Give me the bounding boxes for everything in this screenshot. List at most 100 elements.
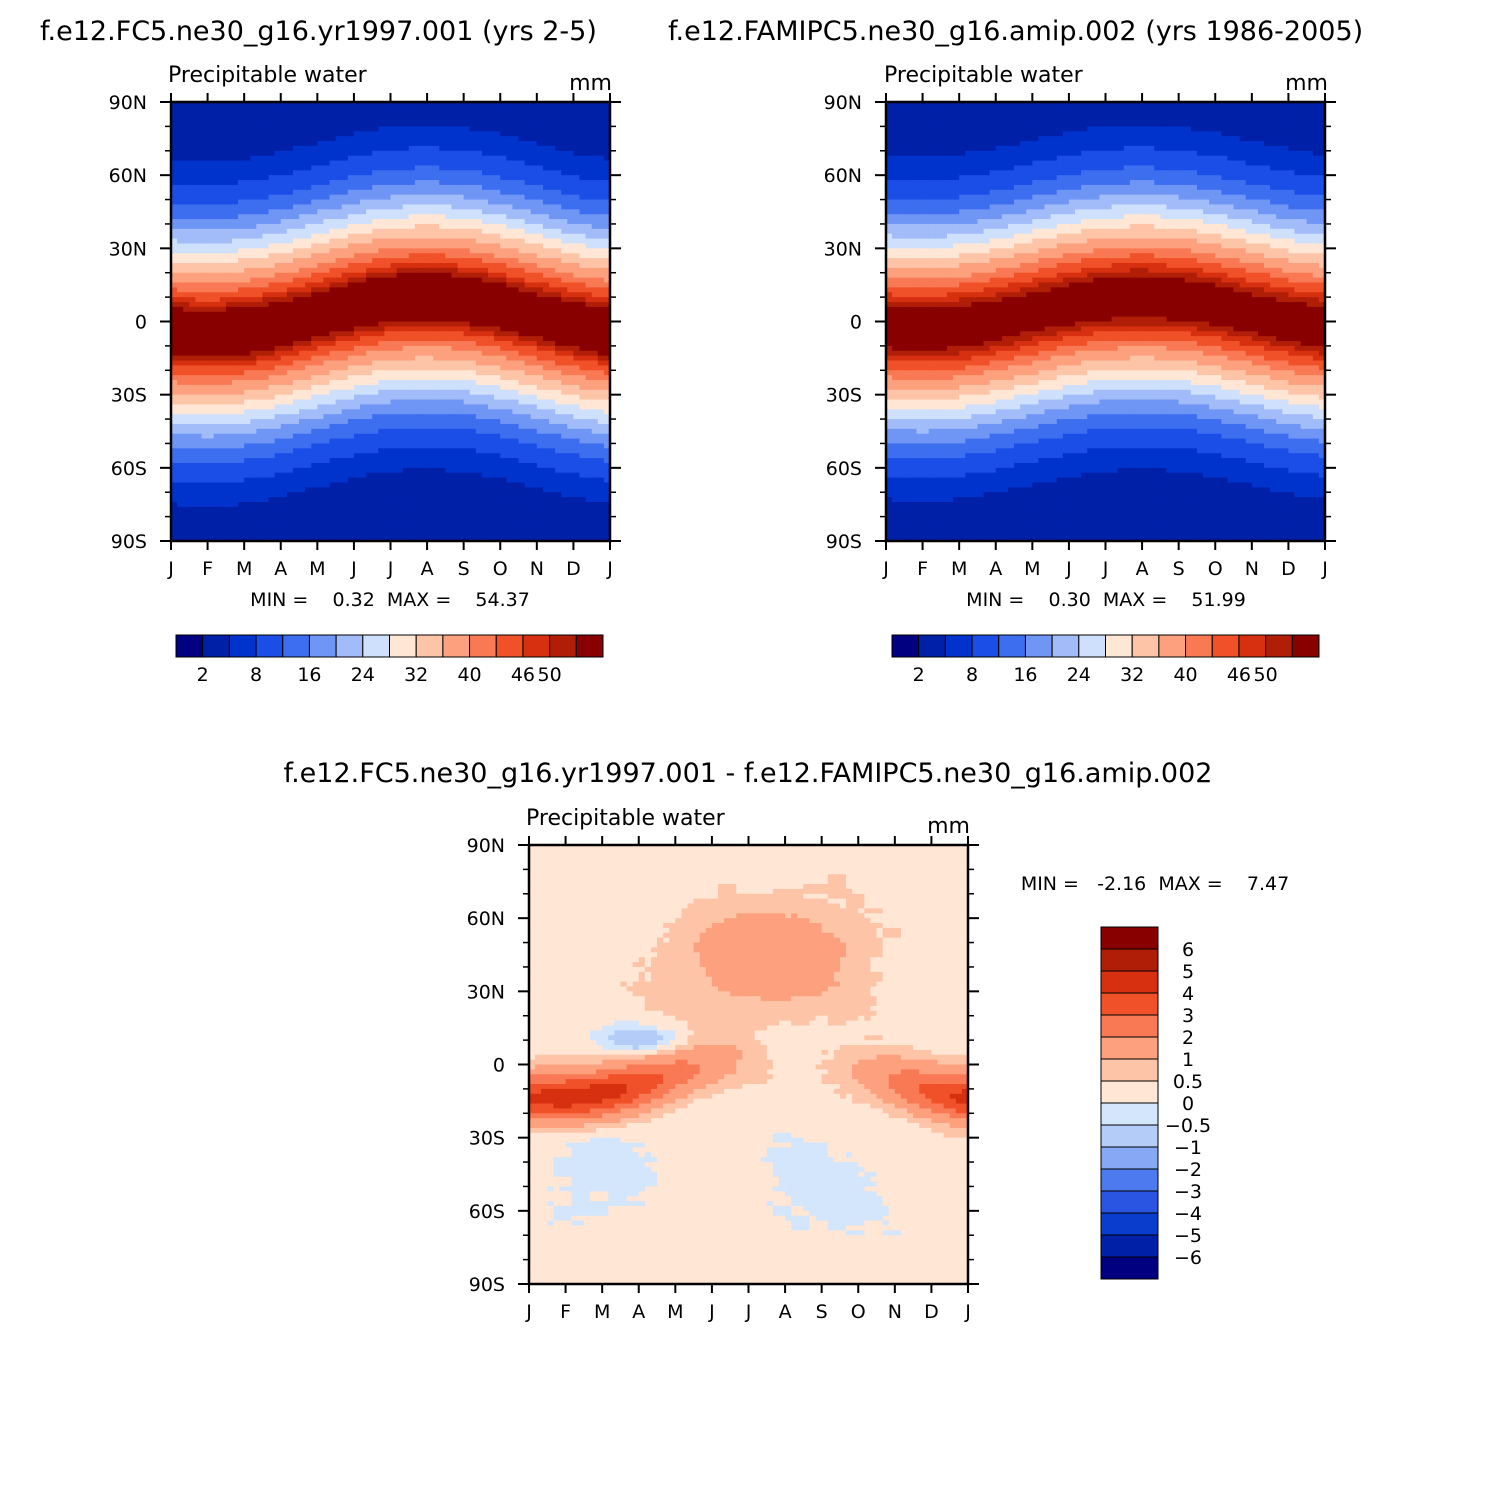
field-cell (494, 501, 501, 508)
field-cell (323, 375, 331, 381)
field-cell (292, 355, 300, 362)
field-cell (433, 297, 440, 303)
field-cell (347, 526, 355, 532)
field-cell (201, 355, 209, 362)
field-cell (256, 165, 264, 171)
field-cell (372, 301, 379, 308)
field-cell (463, 258, 471, 264)
field-cell (201, 438, 209, 445)
field-cell (445, 423, 453, 430)
field-cell (329, 233, 337, 240)
field-cell (323, 384, 331, 391)
field-cell (457, 170, 465, 176)
field-cell (402, 506, 410, 513)
field-cell (238, 311, 245, 318)
field-cell (408, 277, 416, 284)
field-cell (207, 126, 215, 132)
field-cell (347, 243, 355, 249)
field-cell (189, 262, 196, 269)
field-cell (439, 141, 446, 147)
field-cell (414, 345, 422, 352)
field-cell (280, 380, 288, 386)
field-cell (347, 272, 355, 279)
field-cell (414, 258, 422, 264)
field-cell (445, 189, 453, 196)
field-cell (427, 389, 434, 396)
field-cell (219, 184, 227, 191)
field-cell (201, 126, 209, 132)
field-cell (427, 238, 434, 245)
field-cell (189, 301, 196, 308)
field-cell (506, 145, 514, 152)
field-cell (500, 370, 507, 376)
field-cell (360, 219, 367, 225)
field-cell (420, 360, 428, 366)
field-cell (433, 526, 440, 532)
field-cell (262, 184, 270, 191)
field-cell (481, 345, 489, 352)
field-cell (439, 355, 446, 362)
field-cell (439, 380, 446, 386)
field-cell (378, 267, 386, 274)
field-cell (225, 492, 233, 498)
field-cell (286, 121, 294, 127)
field-cell (481, 355, 489, 362)
field-cell (329, 531, 337, 537)
field-cell (177, 238, 184, 245)
field-cell (311, 292, 318, 298)
field-cell (189, 175, 196, 181)
field-cell (463, 301, 471, 308)
field-cell (183, 297, 190, 303)
field-cell (231, 516, 239, 523)
field-cell (384, 223, 392, 230)
field-cell (317, 316, 325, 323)
field-cell (372, 282, 379, 288)
field-cell (238, 121, 245, 127)
field-cell (274, 375, 282, 381)
field-cell (268, 301, 276, 308)
field-cell (286, 404, 294, 410)
field-cell (177, 121, 184, 127)
field-cell (317, 487, 325, 493)
field-cell (207, 321, 215, 327)
field-cell (262, 131, 270, 137)
field-cell (299, 443, 306, 449)
field-cell (372, 380, 379, 386)
field-cell (225, 253, 233, 259)
field-cell (378, 297, 386, 303)
field-cell (299, 223, 306, 230)
field-cell (299, 458, 306, 464)
field-cell (396, 326, 404, 332)
field-cell (500, 477, 507, 484)
field-cell (177, 243, 184, 249)
field-cell (238, 443, 245, 449)
field-cell (384, 389, 392, 396)
field-cell (475, 282, 483, 288)
field-cell (420, 219, 428, 225)
field-cell (500, 111, 507, 118)
field-cell (183, 267, 190, 274)
field-cell (268, 306, 276, 313)
field-cell (299, 467, 306, 474)
field-cell (402, 399, 410, 406)
field-cell (262, 492, 270, 498)
field-cell (256, 462, 264, 469)
field-cell (420, 414, 428, 420)
field-cell (244, 526, 251, 532)
field-cell (402, 472, 410, 479)
field-cell (347, 145, 355, 152)
field-cell (366, 477, 373, 484)
field-cell (329, 433, 337, 440)
field-cell (457, 370, 465, 376)
field-cell (469, 384, 477, 391)
field-cell (488, 150, 495, 157)
field-cell (366, 482, 373, 488)
field-cell (390, 116, 398, 123)
field-cell (329, 121, 337, 127)
field-cell (378, 419, 386, 425)
field-cell (353, 175, 361, 181)
field-cell (451, 443, 459, 449)
field-cell (488, 233, 495, 240)
field-cell (201, 214, 209, 220)
field-cell (213, 126, 221, 132)
